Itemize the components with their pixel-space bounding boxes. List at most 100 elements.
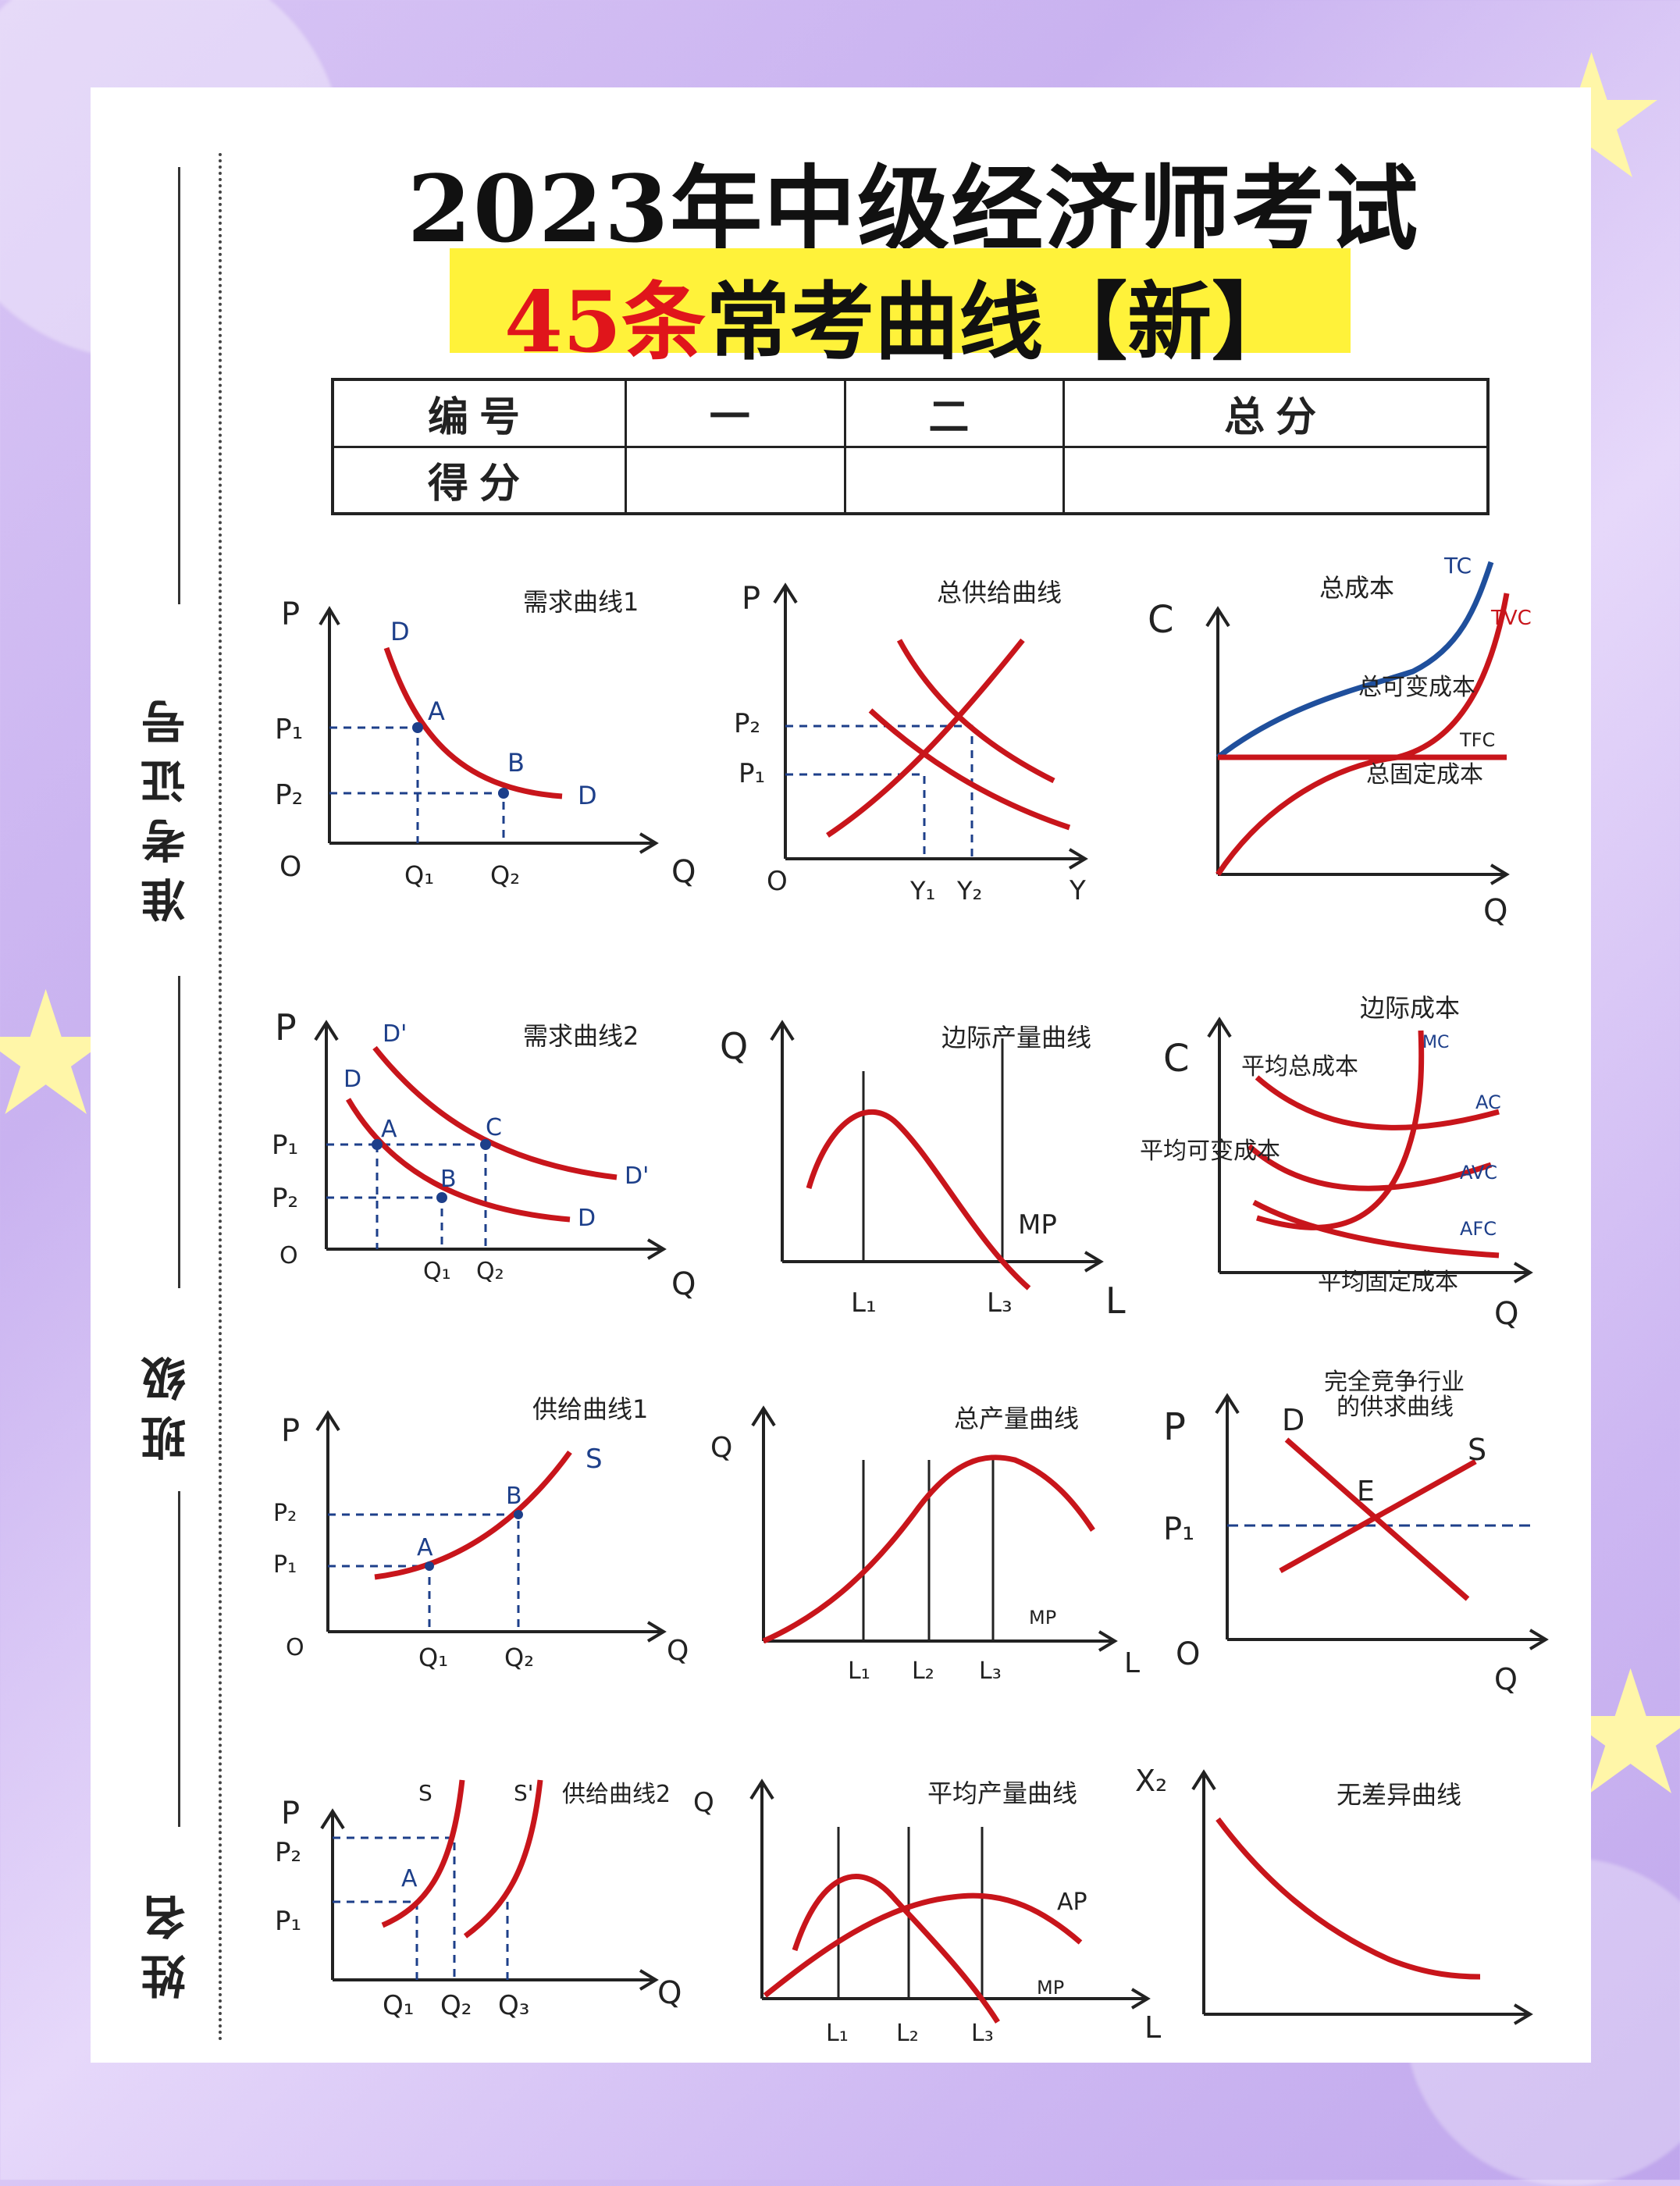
axis-label-p: P <box>281 1796 300 1832</box>
price-label-p1: P₁ <box>275 1906 301 1937</box>
price-label-p2: P₂ <box>275 779 303 811</box>
point-label-a: A <box>401 1865 418 1892</box>
point-label-e: E <box>1357 1476 1375 1508</box>
page-title: 2023年中级经济师考试 <box>407 155 1420 263</box>
curve-label-d-prime: D' <box>625 1162 649 1190</box>
output-label-y1: Y₁ <box>909 876 935 906</box>
afc-curve <box>1252 1199 1500 1259</box>
y-axis <box>314 1020 339 1249</box>
curve-label-s-prime: S' <box>514 1780 533 1806</box>
axis-label-q: Q <box>671 1266 696 1302</box>
origin-label: O <box>1176 1636 1200 1672</box>
x-axis <box>328 1621 667 1643</box>
y-axis <box>770 1020 795 1262</box>
supply-curve-2-panel: S S' P P₂ A P₁ Q₁ Q₂ Q₃ Q 供给曲线2 <box>275 1779 682 2021</box>
axis-label-p: P <box>281 596 300 632</box>
tvc-text: 总可变成本 <box>1358 674 1475 701</box>
table-cell: 一 <box>625 378 846 448</box>
panel-title: 无差异曲线 <box>1337 1780 1461 1810</box>
score-input-total[interactable] <box>1062 445 1490 515</box>
name-label: 姓名 <box>134 1842 197 2038</box>
x-axis <box>1204 2003 1533 2025</box>
curve-label-mp: MP <box>1018 1209 1057 1241</box>
curve-label-d-prime: D' <box>383 1020 407 1048</box>
qty-label-q2: Q₂ <box>490 860 520 890</box>
class-label: 班级 <box>134 1312 197 1491</box>
y-axis <box>1205 606 1230 874</box>
axis-label-l: L <box>1105 1280 1126 1322</box>
axis-label-l: L <box>1124 1647 1140 1679</box>
price-label-p2: P₂ <box>734 708 760 739</box>
price-label-p1: P₁ <box>275 714 303 746</box>
aggregate-supply-panel: P P₂ P₁ O Y₁ Y₂ Y 总供给曲线 <box>734 578 1088 906</box>
panel-title: 边际成本 <box>1360 993 1460 1023</box>
supply-line <box>1279 1458 1477 1574</box>
tc-curve <box>1216 561 1494 760</box>
tfc-text: 总固定成本 <box>1366 761 1483 789</box>
point-label-a: A <box>428 696 445 726</box>
total-product-panel: Q MP L₁ L₂ L₃ L 总产量曲线 <box>710 1404 1140 1685</box>
score-input-2[interactable] <box>843 445 1066 515</box>
point-label-b: B <box>506 1483 522 1510</box>
curve-label-s: S <box>1468 1433 1486 1467</box>
demand-curve-d <box>345 1098 571 1223</box>
curve-label-ac: AC <box>1475 1091 1501 1113</box>
tp-curve <box>762 1454 1095 1644</box>
demand-curve-2 <box>896 639 1055 784</box>
y-axis <box>1207 1016 1232 1273</box>
origin-label: O <box>279 851 301 883</box>
curve-label-mp: MP <box>1037 1977 1064 1999</box>
curve-label-ap: AP <box>1057 1889 1087 1916</box>
axis-label-q: Q <box>1494 1662 1518 1696</box>
table-cell: 编号 <box>331 378 627 448</box>
cut-line <box>219 153 222 2042</box>
curve-label-s: S <box>418 1780 432 1806</box>
score-table: 编号 一 二 总分 得分 <box>331 378 1490 515</box>
mp-curve <box>806 1109 1031 1291</box>
x-axis <box>326 1238 667 1260</box>
y-axis <box>749 1778 774 1999</box>
axis-label-p: P <box>275 1006 297 1048</box>
supply-curve <box>374 1450 572 1580</box>
price-label-p1: P₁ <box>272 1130 298 1161</box>
avc-text: 平均可变成本 <box>1140 1138 1280 1165</box>
point-b <box>514 1510 523 1519</box>
x-axis <box>782 1251 1104 1273</box>
curve-label-avc: AVC <box>1460 1162 1497 1184</box>
panel-title: 需求曲线1 <box>523 587 639 617</box>
point-a <box>412 722 423 733</box>
x-axis <box>785 848 1088 870</box>
price-label-p2: P₂ <box>273 1500 297 1527</box>
point-a <box>425 1561 434 1571</box>
labor-label-l2: L₂ <box>912 1657 934 1685</box>
mp-curve <box>792 1874 1000 2024</box>
point-b <box>436 1192 447 1203</box>
axis-label-q: Q <box>710 1432 732 1464</box>
supply-curve-s <box>381 1779 465 1928</box>
qty-label-q1: Q₁ <box>418 1643 448 1672</box>
axis-label-x2: X₂ <box>1135 1764 1167 1798</box>
demand-curve-2-panel: P D' D A C B D' D P₁ P₂ O Q₁ Q₂ Q 需求曲线2 <box>272 1006 696 1302</box>
y-axis <box>751 1405 776 1641</box>
y-axis <box>773 582 798 859</box>
axis-label-q: Q <box>693 1787 714 1818</box>
demand-curve-1 <box>868 708 1071 831</box>
y-axis <box>1191 1769 1216 2014</box>
axis-label-p: P <box>281 1413 300 1449</box>
x-axis <box>763 1630 1118 1652</box>
origin-label: O <box>279 1242 298 1269</box>
sidebar-line <box>178 167 180 604</box>
demand-curve <box>383 646 563 799</box>
point-label-b: B <box>440 1166 457 1193</box>
x-axis <box>329 832 659 854</box>
sidebar-line <box>178 1483 180 1827</box>
panel-title: 完全竞争行业 <box>1324 1369 1465 1396</box>
score-input-1[interactable] <box>625 445 846 515</box>
x-axis <box>1218 863 1510 885</box>
axis-label-q: Q <box>657 1975 682 2011</box>
exam-number-label: 准考证号 <box>134 632 197 976</box>
supply-curve <box>826 638 1025 838</box>
axis-label-c: C <box>1163 1037 1190 1081</box>
point-label-a: A <box>381 1116 397 1143</box>
x-axis <box>1219 1262 1533 1283</box>
